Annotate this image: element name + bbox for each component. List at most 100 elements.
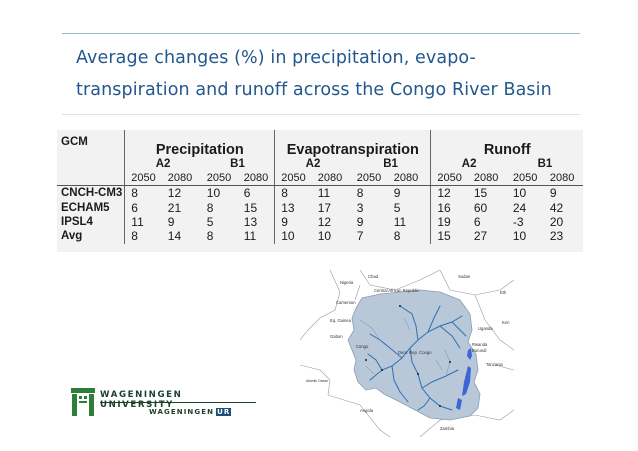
- table-cell: 12: [430, 185, 468, 201]
- table-cell: 6: [473, 214, 481, 229]
- scenario-header: A2: [430, 157, 507, 171]
- table-cell: 9: [356, 214, 364, 229]
- title-top-rule: [62, 33, 580, 34]
- table-row: IPSL4 11 9 5 13 9 12 9 11 19 6 -3 20: [57, 214, 583, 230]
- map-label-car: Central African Republic: [374, 288, 419, 293]
- gcm-header: GCM: [61, 136, 88, 148]
- scenario-header: A2: [124, 157, 201, 171]
- great-lakes: [456, 348, 472, 410]
- table-cell: 13: [243, 214, 258, 229]
- table-cell: 15: [243, 200, 258, 215]
- table-cell: 10: [206, 186, 221, 201]
- group-header-evapotranspiration: Evapotranspiration: [274, 130, 431, 157]
- table-cell: 10: [512, 186, 527, 201]
- table-cell: 20: [549, 214, 564, 229]
- table-cell: 5: [206, 214, 214, 229]
- basin-area: [347, 289, 481, 421]
- title-line-1: Average changes (%) in precipitation, ev…: [76, 48, 476, 68]
- table-cell: 8: [206, 200, 214, 215]
- year-header: 2050: [124, 171, 162, 186]
- map-label-drc: Dem. Rep. Congo: [398, 350, 432, 355]
- group-header-precipitation: Precipitation: [124, 130, 275, 157]
- country-borders: [300, 270, 514, 437]
- map-label-cameroon: Cameroon: [336, 300, 356, 305]
- table-cell: 6: [124, 200, 162, 215]
- title-bottom-rule: [62, 114, 580, 115]
- scenario-header: B1: [537, 158, 553, 170]
- logo-university-text: WAGENINGEN UNIVERSITY: [100, 390, 183, 410]
- map-label-tanzania: Tanzania: [486, 362, 503, 367]
- map-label-eth: Eth: [500, 290, 507, 295]
- row-model-label: IPSL4: [61, 215, 93, 228]
- table-cell: 15: [430, 229, 468, 244]
- map-label-eq-guinea: Eq. Guinea: [330, 318, 352, 323]
- map-label-gabon: Gabon: [330, 334, 343, 339]
- table-cell: 8: [124, 185, 162, 201]
- table-cell: 10: [512, 229, 527, 244]
- table-row: Avg 8 14 8 11 10 10 7 8 15 27 10 23: [57, 229, 583, 244]
- scenario-header: B1: [383, 158, 398, 170]
- table-cell: 27: [473, 229, 488, 244]
- row-model-label: ECHAM5: [61, 201, 110, 214]
- map-label-chad: Chad: [368, 274, 379, 279]
- map-label-rwanda: Rwanda: [472, 342, 488, 347]
- congo-basin-map: Chad Sudan Nigeria Central African Repub…: [300, 270, 514, 437]
- table-cell: 23: [549, 229, 564, 244]
- table-cell: -3: [512, 214, 524, 229]
- table-cell: 11: [243, 229, 257, 244]
- table-cell: 17: [317, 200, 332, 215]
- map-label-sudan: Sudan: [458, 274, 471, 279]
- map-label-kenya: Ken: [502, 320, 510, 325]
- logo-wur-text: WAGENINGEN UR: [149, 408, 232, 416]
- table-cell: 24: [512, 200, 527, 215]
- table-cell: 7: [356, 229, 364, 244]
- table-cell: 19: [430, 214, 468, 230]
- year-header: 2050: [200, 171, 238, 186]
- year-header: 2050: [430, 171, 468, 186]
- year-header: 2080: [467, 171, 507, 186]
- table-cell: 21: [167, 200, 182, 215]
- table-cell: 9: [274, 214, 312, 230]
- row-model-label: Avg: [61, 230, 83, 243]
- table-row: ECHAM5 6 21 8 15 13 17 3 5 16 60 24 42: [57, 200, 583, 215]
- title-line-2: transpiration and runoff across the Cong…: [76, 80, 552, 100]
- table-cell: 9: [549, 186, 557, 201]
- table-cell: 9: [167, 214, 175, 229]
- map-label-nigeria: Nigeria: [340, 280, 354, 285]
- table-cell: 9: [393, 186, 401, 201]
- table-cell: 12: [317, 214, 332, 229]
- map-label-atlantic: Atlantic Ocean: [306, 379, 328, 383]
- year-header: 2080: [311, 171, 351, 186]
- table-cell: 14: [167, 229, 182, 244]
- table-cell: 16: [430, 200, 468, 215]
- table-cell: 5: [393, 200, 401, 215]
- table-cell: 10: [317, 229, 332, 244]
- table-cell: 8: [356, 186, 364, 201]
- map-label-uganda: Uganda: [478, 326, 493, 331]
- table-cell: 11: [124, 214, 162, 230]
- map-label-angola: Angola: [360, 408, 374, 413]
- group-header-runoff: Runoff: [430, 130, 583, 157]
- table-cell: 15: [473, 186, 488, 201]
- table-row: CNCH-CM3 8 12 10 6 8 11 8 9 12 15 10 9: [57, 185, 583, 201]
- table-cell: 10: [274, 229, 312, 244]
- table-cell: 8: [206, 229, 214, 244]
- table-cell: 8: [393, 229, 401, 244]
- year-header: 2050: [274, 171, 312, 186]
- table-cell: 13: [274, 200, 312, 215]
- table-cell: 8: [274, 185, 312, 201]
- year-header: 2080: [543, 171, 583, 186]
- logo-divider: [100, 402, 256, 403]
- scenario-header: A2: [274, 157, 351, 171]
- city-dots: [365, 305, 451, 407]
- wageningen-logo: WAGENINGEN UNIVERSITY WAGENINGEN UR: [70, 388, 256, 422]
- map-label-zambia: Zambia: [440, 426, 455, 431]
- year-header: 2080: [161, 171, 201, 186]
- table-cell: 11: [317, 186, 331, 201]
- table-cell: 11: [393, 214, 407, 229]
- year-header: 2080: [237, 171, 275, 186]
- slide-title: Average changes (%) in precipitation, ev…: [76, 42, 596, 106]
- scenario-header: B1: [230, 158, 245, 170]
- table-cell: 6: [243, 186, 251, 201]
- wageningen-emblem-icon: [71, 388, 95, 416]
